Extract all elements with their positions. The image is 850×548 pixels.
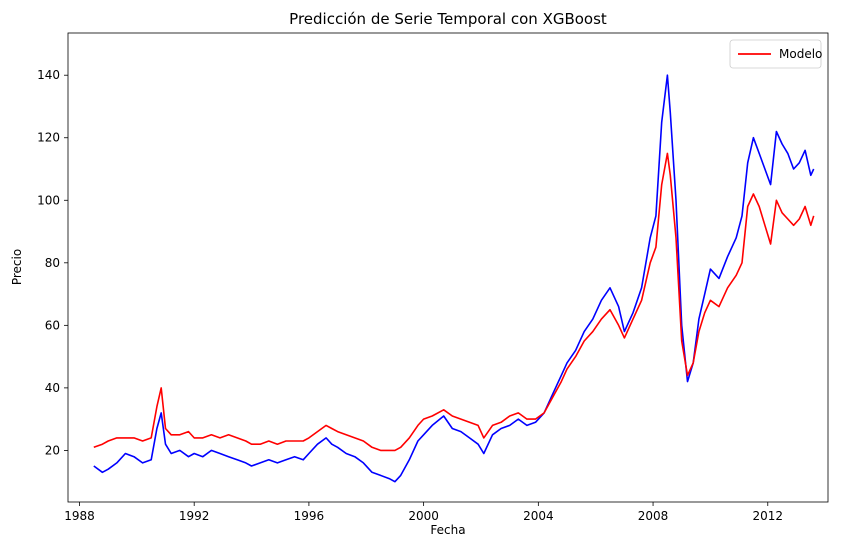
x-tick-label-2008: 2008 [638, 509, 669, 523]
x-tick-label-2000: 2000 [408, 509, 439, 523]
series-line-1 [93, 74, 815, 483]
x-tick-label-1992: 1992 [179, 509, 210, 523]
y-tick-label-100: 100 [37, 193, 60, 207]
series-layer [93, 74, 815, 483]
y-tick-label-140: 140 [37, 68, 60, 82]
y-tick-label-20: 20 [45, 443, 60, 457]
y-tick-label-60: 60 [45, 318, 60, 332]
y-axis-label: Precio [10, 249, 24, 285]
x-axis-label: Fecha [430, 523, 465, 537]
series-line-modelo [93, 152, 815, 452]
x-tick-label-2004: 2004 [523, 509, 554, 523]
plot-frame [67, 32, 829, 503]
legend-label-modelo: Modelo [779, 47, 822, 61]
y-tick-label-120: 120 [37, 131, 60, 145]
x-tick-label-1996: 1996 [294, 509, 325, 523]
y-axis: 20 40 60 80 100 120 140 [37, 68, 68, 457]
x-tick-label-2012: 2012 [753, 509, 784, 523]
y-tick-label-80: 80 [45, 256, 60, 270]
y-tick-label-40: 40 [45, 381, 60, 395]
legend-box [729, 39, 822, 69]
x-tick-label-1988: 1988 [64, 509, 95, 523]
plot-area [67, 32, 829, 503]
legend: Modelo [729, 39, 822, 69]
x-axis: 1988 1992 1996 2000 2004 2008 2012 [64, 502, 783, 523]
chart-title: Predicción de Serie Temporal con XGBoost [289, 10, 607, 28]
